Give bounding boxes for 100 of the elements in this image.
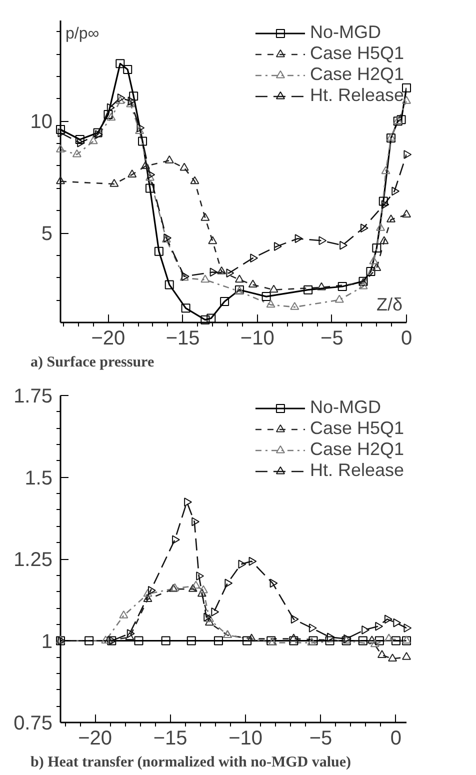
y-tick-label: 1.5 <box>24 467 53 490</box>
point <box>143 594 152 602</box>
point <box>384 614 392 624</box>
y-tick-label: 1.75 <box>14 386 53 408</box>
x-tick-label: −5 <box>309 728 332 750</box>
point <box>134 636 144 646</box>
point <box>369 256 378 264</box>
x-tick-label: −15 <box>166 328 200 350</box>
point <box>148 586 156 595</box>
point <box>362 625 370 634</box>
point <box>210 268 218 277</box>
x-tick-label: −20 <box>78 728 112 750</box>
point <box>172 535 180 544</box>
point <box>316 282 326 290</box>
legend-label: Case H2Q1 <box>310 439 404 460</box>
point <box>128 96 136 106</box>
x-tick-label: −15 <box>153 728 188 750</box>
point <box>188 584 198 592</box>
x-tick-label: −20 <box>91 328 126 350</box>
point <box>392 186 400 196</box>
point <box>197 588 206 597</box>
point <box>75 135 84 144</box>
point <box>126 629 135 638</box>
point <box>138 136 148 146</box>
point <box>366 266 376 276</box>
point <box>360 224 368 233</box>
point <box>402 83 411 92</box>
legend-label: Case H5Q1 <box>310 418 404 439</box>
x-tick-label: 0 <box>400 328 412 350</box>
point <box>384 634 394 642</box>
x-axis-title: Z/δ <box>376 294 402 314</box>
point <box>196 572 204 581</box>
point <box>180 162 189 171</box>
point <box>370 639 380 648</box>
point <box>104 110 113 119</box>
point <box>184 498 192 507</box>
point <box>145 172 154 181</box>
point <box>402 652 411 660</box>
point <box>242 636 252 646</box>
point <box>304 285 313 294</box>
point <box>375 622 384 631</box>
legend-label: Case H5Q1 <box>310 43 404 64</box>
point <box>200 274 210 283</box>
legend-label: Ht. Release <box>310 85 404 106</box>
point <box>164 155 174 164</box>
point <box>290 614 299 624</box>
point <box>290 302 300 310</box>
point <box>119 610 128 618</box>
point <box>396 115 406 124</box>
point <box>372 263 382 271</box>
point <box>129 92 138 101</box>
point <box>198 585 208 594</box>
point <box>367 636 376 644</box>
point <box>338 282 347 291</box>
y-tick-label: 1 <box>41 630 52 653</box>
point <box>340 240 348 250</box>
y-tick-label: 10 <box>30 111 53 134</box>
point <box>404 623 412 632</box>
point <box>289 634 298 642</box>
point <box>376 222 386 231</box>
point <box>404 150 412 159</box>
point <box>208 236 218 244</box>
point <box>358 636 368 646</box>
point <box>224 578 233 588</box>
point <box>190 176 200 184</box>
point <box>191 580 200 589</box>
point <box>238 560 246 569</box>
point <box>381 166 390 174</box>
point <box>217 266 226 274</box>
point <box>274 242 282 251</box>
point <box>56 176 65 184</box>
point <box>88 136 98 144</box>
point <box>220 296 230 306</box>
legend-label: Ht. Release <box>310 460 404 481</box>
point <box>125 632 134 640</box>
text: a) Surface pressure <box>30 354 154 370</box>
point <box>270 578 278 588</box>
point <box>386 214 396 222</box>
point <box>117 93 126 102</box>
point <box>72 149 82 158</box>
point <box>234 274 244 283</box>
point <box>248 280 258 288</box>
point <box>381 200 390 210</box>
point <box>211 607 220 616</box>
text: b) Heat transfer (normalized with no-MGD value) <box>30 754 352 770</box>
point <box>135 126 144 134</box>
point <box>116 96 125 104</box>
point <box>248 556 257 566</box>
x-tick-label: −10 <box>240 328 274 350</box>
legend-label: No-MGD <box>310 22 381 43</box>
point <box>294 234 303 244</box>
point <box>77 138 86 148</box>
y-tick-label: 0.75 <box>14 712 53 734</box>
point <box>126 99 136 108</box>
point <box>164 280 174 290</box>
point <box>104 636 114 644</box>
legend-label: Case H2Q1 <box>310 64 404 85</box>
point <box>374 636 384 646</box>
y-tick-label: 1.25 <box>14 549 53 571</box>
point <box>110 178 119 187</box>
